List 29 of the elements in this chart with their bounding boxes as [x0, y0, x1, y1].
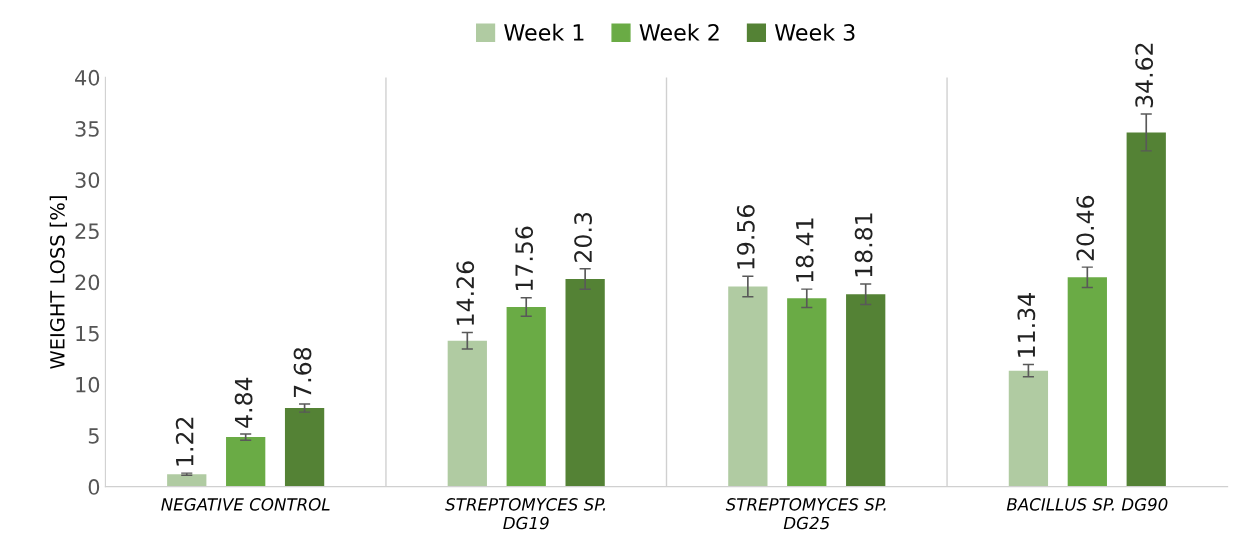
data-label: 34.62: [1135, 43, 1154, 108]
x-tick-label: BACILLUS SP. DG90: [1006, 498, 1168, 511]
data-label: 1.22: [175, 417, 194, 466]
data-label: 20.46: [1076, 195, 1095, 261]
data-label: 20.3: [574, 212, 592, 262]
y-tick-label: 30: [75, 172, 100, 188]
legend-label: Week 1: [504, 23, 584, 41]
data-label: 18.81: [854, 213, 873, 277]
y-tick-label: 10: [76, 376, 100, 393]
legend-label: Week 2: [639, 23, 719, 41]
x-tick-label: STREPTOMYCES SP. DG25: [725, 498, 886, 530]
y-tick-label: 25: [75, 223, 99, 240]
y-tick-label: 20: [75, 274, 100, 291]
y-tick-label: 0: [88, 479, 100, 495]
x-tick-label: NEGATIVE CONTROL: [161, 498, 330, 511]
data-label: 17.56: [515, 226, 534, 291]
data-label: 4.84: [234, 377, 253, 428]
y-tick-label: 15: [76, 325, 99, 342]
data-label: 19.56: [736, 205, 755, 269]
data-label: 7.68: [293, 347, 312, 397]
x-tick-label: STREPTOMYCES SP. DG19: [445, 498, 606, 530]
data-label: 18.41: [795, 218, 814, 282]
y-axis-title: WEIGHT LOSS [%]: [49, 196, 67, 369]
y-tick-label: 35: [75, 121, 99, 137]
y-tick-label: 5: [88, 428, 99, 444]
y-tick-label: 40: [75, 69, 100, 86]
data-label: 14.26: [456, 261, 475, 325]
data-label: 11.34: [1017, 293, 1036, 357]
legend-label: Week 3: [774, 23, 855, 41]
